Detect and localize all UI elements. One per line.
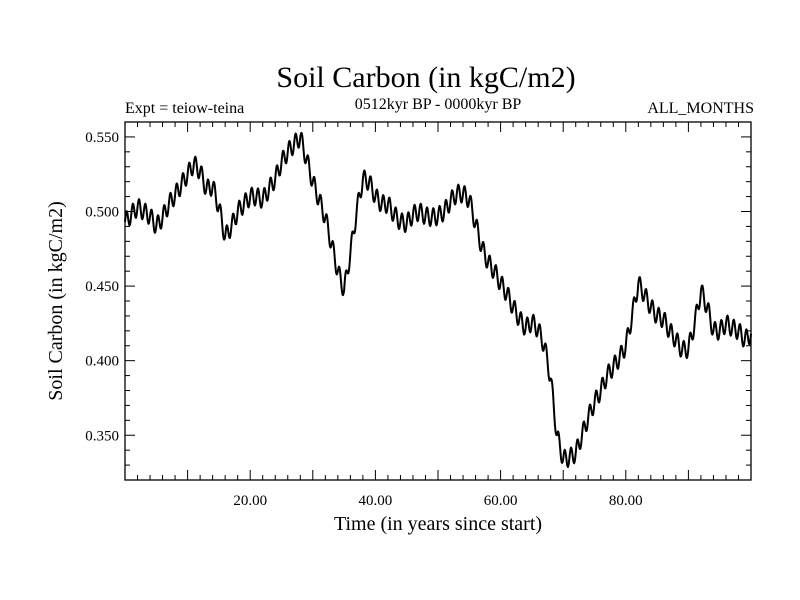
y-tick-label: 0.400: [85, 354, 119, 370]
y-tick-label: 0.500: [85, 205, 119, 221]
chart-title: Soil Carbon (in kgC/m2): [276, 61, 575, 94]
experiment-label: Expt = teiow-teina: [125, 100, 244, 117]
y-tick-label: 0.350: [85, 428, 119, 444]
x-tick-label: 60.00: [484, 493, 518, 509]
months-label: ALL_MONTHS: [647, 100, 754, 117]
y-tick-label: 0.550: [85, 130, 119, 146]
x-axis-label: Time (in years since start): [334, 513, 542, 535]
y-axis-label: Soil Carbon (in kgC/m2): [45, 201, 67, 400]
y-axis: 0.350 0.400 0.450 0.500 0.550: [85, 130, 751, 466]
series-line-soil-carbon: [124, 131, 752, 468]
y-tick-label: 0.450: [85, 279, 119, 295]
plot-frame: [124, 121, 752, 481]
x-tick-label: 40.00: [359, 493, 393, 509]
x-axis: 20.00 40.00 60.00 80.00: [137, 122, 739, 509]
time-range-label: 0512kyr BP - 0000kyr BP: [355, 96, 522, 113]
x-tick-label: 20.00: [233, 493, 267, 509]
x-tick-label: 80.00: [609, 493, 643, 509]
